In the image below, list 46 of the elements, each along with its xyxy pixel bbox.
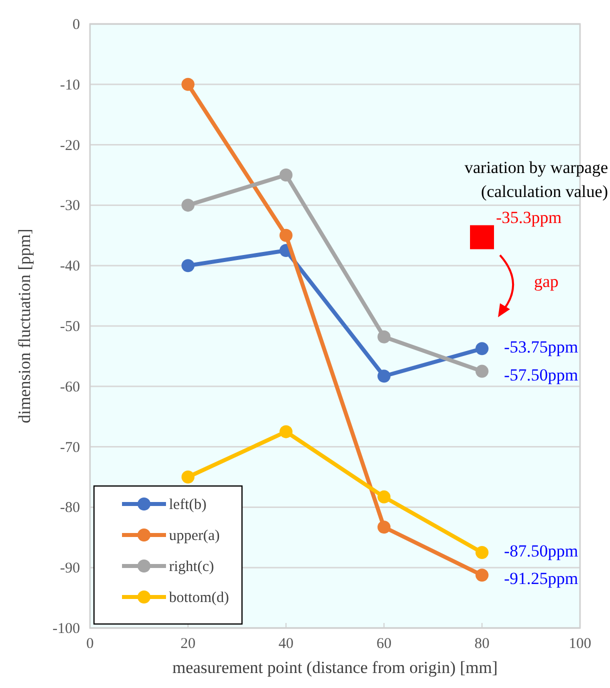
- point: [280, 168, 292, 182]
- point: [182, 259, 194, 272]
- point: [280, 425, 292, 438]
- y-tick-label: -100: [52, 621, 80, 637]
- point: [280, 228, 292, 242]
- legend-label: left(b): [169, 497, 206, 513]
- x-tick-label: 0: [86, 636, 94, 652]
- x-tick-label: 100: [568, 636, 592, 652]
- y-tick-label: -30: [60, 198, 80, 214]
- data-label: -53.75ppm: [504, 338, 578, 357]
- data-label: -87.50ppm: [504, 542, 578, 560]
- y-tick-label: -90: [60, 560, 80, 577]
- point: [378, 520, 390, 534]
- point: [378, 490, 390, 504]
- y-axis-title: dimension fluctuation [ppm]: [15, 228, 34, 424]
- x-tick-label: 40: [278, 636, 294, 652]
- point: [476, 546, 488, 559]
- y-tick-label: -20: [60, 138, 80, 154]
- data-label: -35.3ppm: [496, 208, 562, 228]
- y-tick-label: -80: [60, 500, 80, 516]
- point: [476, 364, 488, 378]
- legend-label: bottom(d): [169, 590, 229, 606]
- point: [476, 568, 488, 582]
- y-tick-label: -10: [60, 77, 80, 94]
- x-tick-label: 80: [474, 636, 490, 652]
- y-tick-label: -70: [60, 440, 80, 456]
- y-tick-label: 0: [72, 17, 80, 33]
- data-label: -57.50ppm: [504, 365, 578, 384]
- point: [182, 78, 194, 91]
- data-label: -91.25ppm: [504, 569, 578, 588]
- point: [182, 198, 194, 212]
- x-axis-title: measurement point (distance from origin) [mm]: [172, 658, 498, 677]
- x-tick-label: 20: [180, 636, 196, 652]
- legend-label: upper(a): [169, 528, 220, 544]
- legend-label: right(c): [169, 559, 214, 575]
- point: [378, 330, 390, 344]
- point: [476, 342, 488, 356]
- point: [470, 225, 494, 250]
- point: [378, 370, 390, 383]
- annotation: variation by warpage (calculation value): [464, 158, 608, 201]
- x-tick-label: 60: [376, 636, 392, 652]
- y-tick-label: -40: [60, 258, 80, 275]
- point: [182, 470, 194, 484]
- y-tick-label: -50: [60, 319, 80, 335]
- annotation: gap: [534, 272, 559, 292]
- y-tick-label: -60: [60, 379, 80, 396]
